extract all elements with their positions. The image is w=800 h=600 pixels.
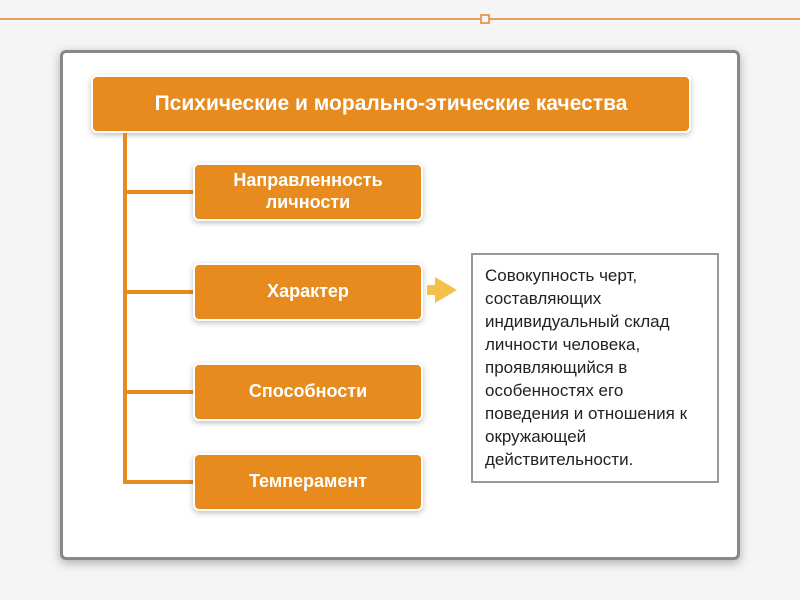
diagram-title: Психические и морально-этические качеств… — [91, 75, 691, 133]
node-temperament: Темперамент — [193, 453, 423, 511]
node-abilities: Способности — [193, 363, 423, 421]
node-label: Характер — [267, 281, 349, 303]
tree-vertical-line — [123, 133, 127, 483]
connector-1 — [123, 290, 193, 294]
node-label: Направленность личности — [205, 170, 411, 213]
decorative-divider — [480, 14, 490, 24]
connector-0 — [123, 190, 193, 194]
node-orientation: Направленность личности — [193, 163, 423, 221]
decorative-top-line — [0, 18, 800, 20]
arrow-icon — [435, 277, 457, 303]
node-label: Темперамент — [249, 471, 367, 493]
connector-3 — [123, 480, 193, 484]
node-label: Способности — [249, 381, 367, 403]
connector-2 — [123, 390, 193, 394]
description-box: Совокупность черт, составляющих индивиду… — [471, 253, 719, 483]
node-character: Характер — [193, 263, 423, 321]
main-panel: Психические и морально-этические качеств… — [60, 50, 740, 560]
